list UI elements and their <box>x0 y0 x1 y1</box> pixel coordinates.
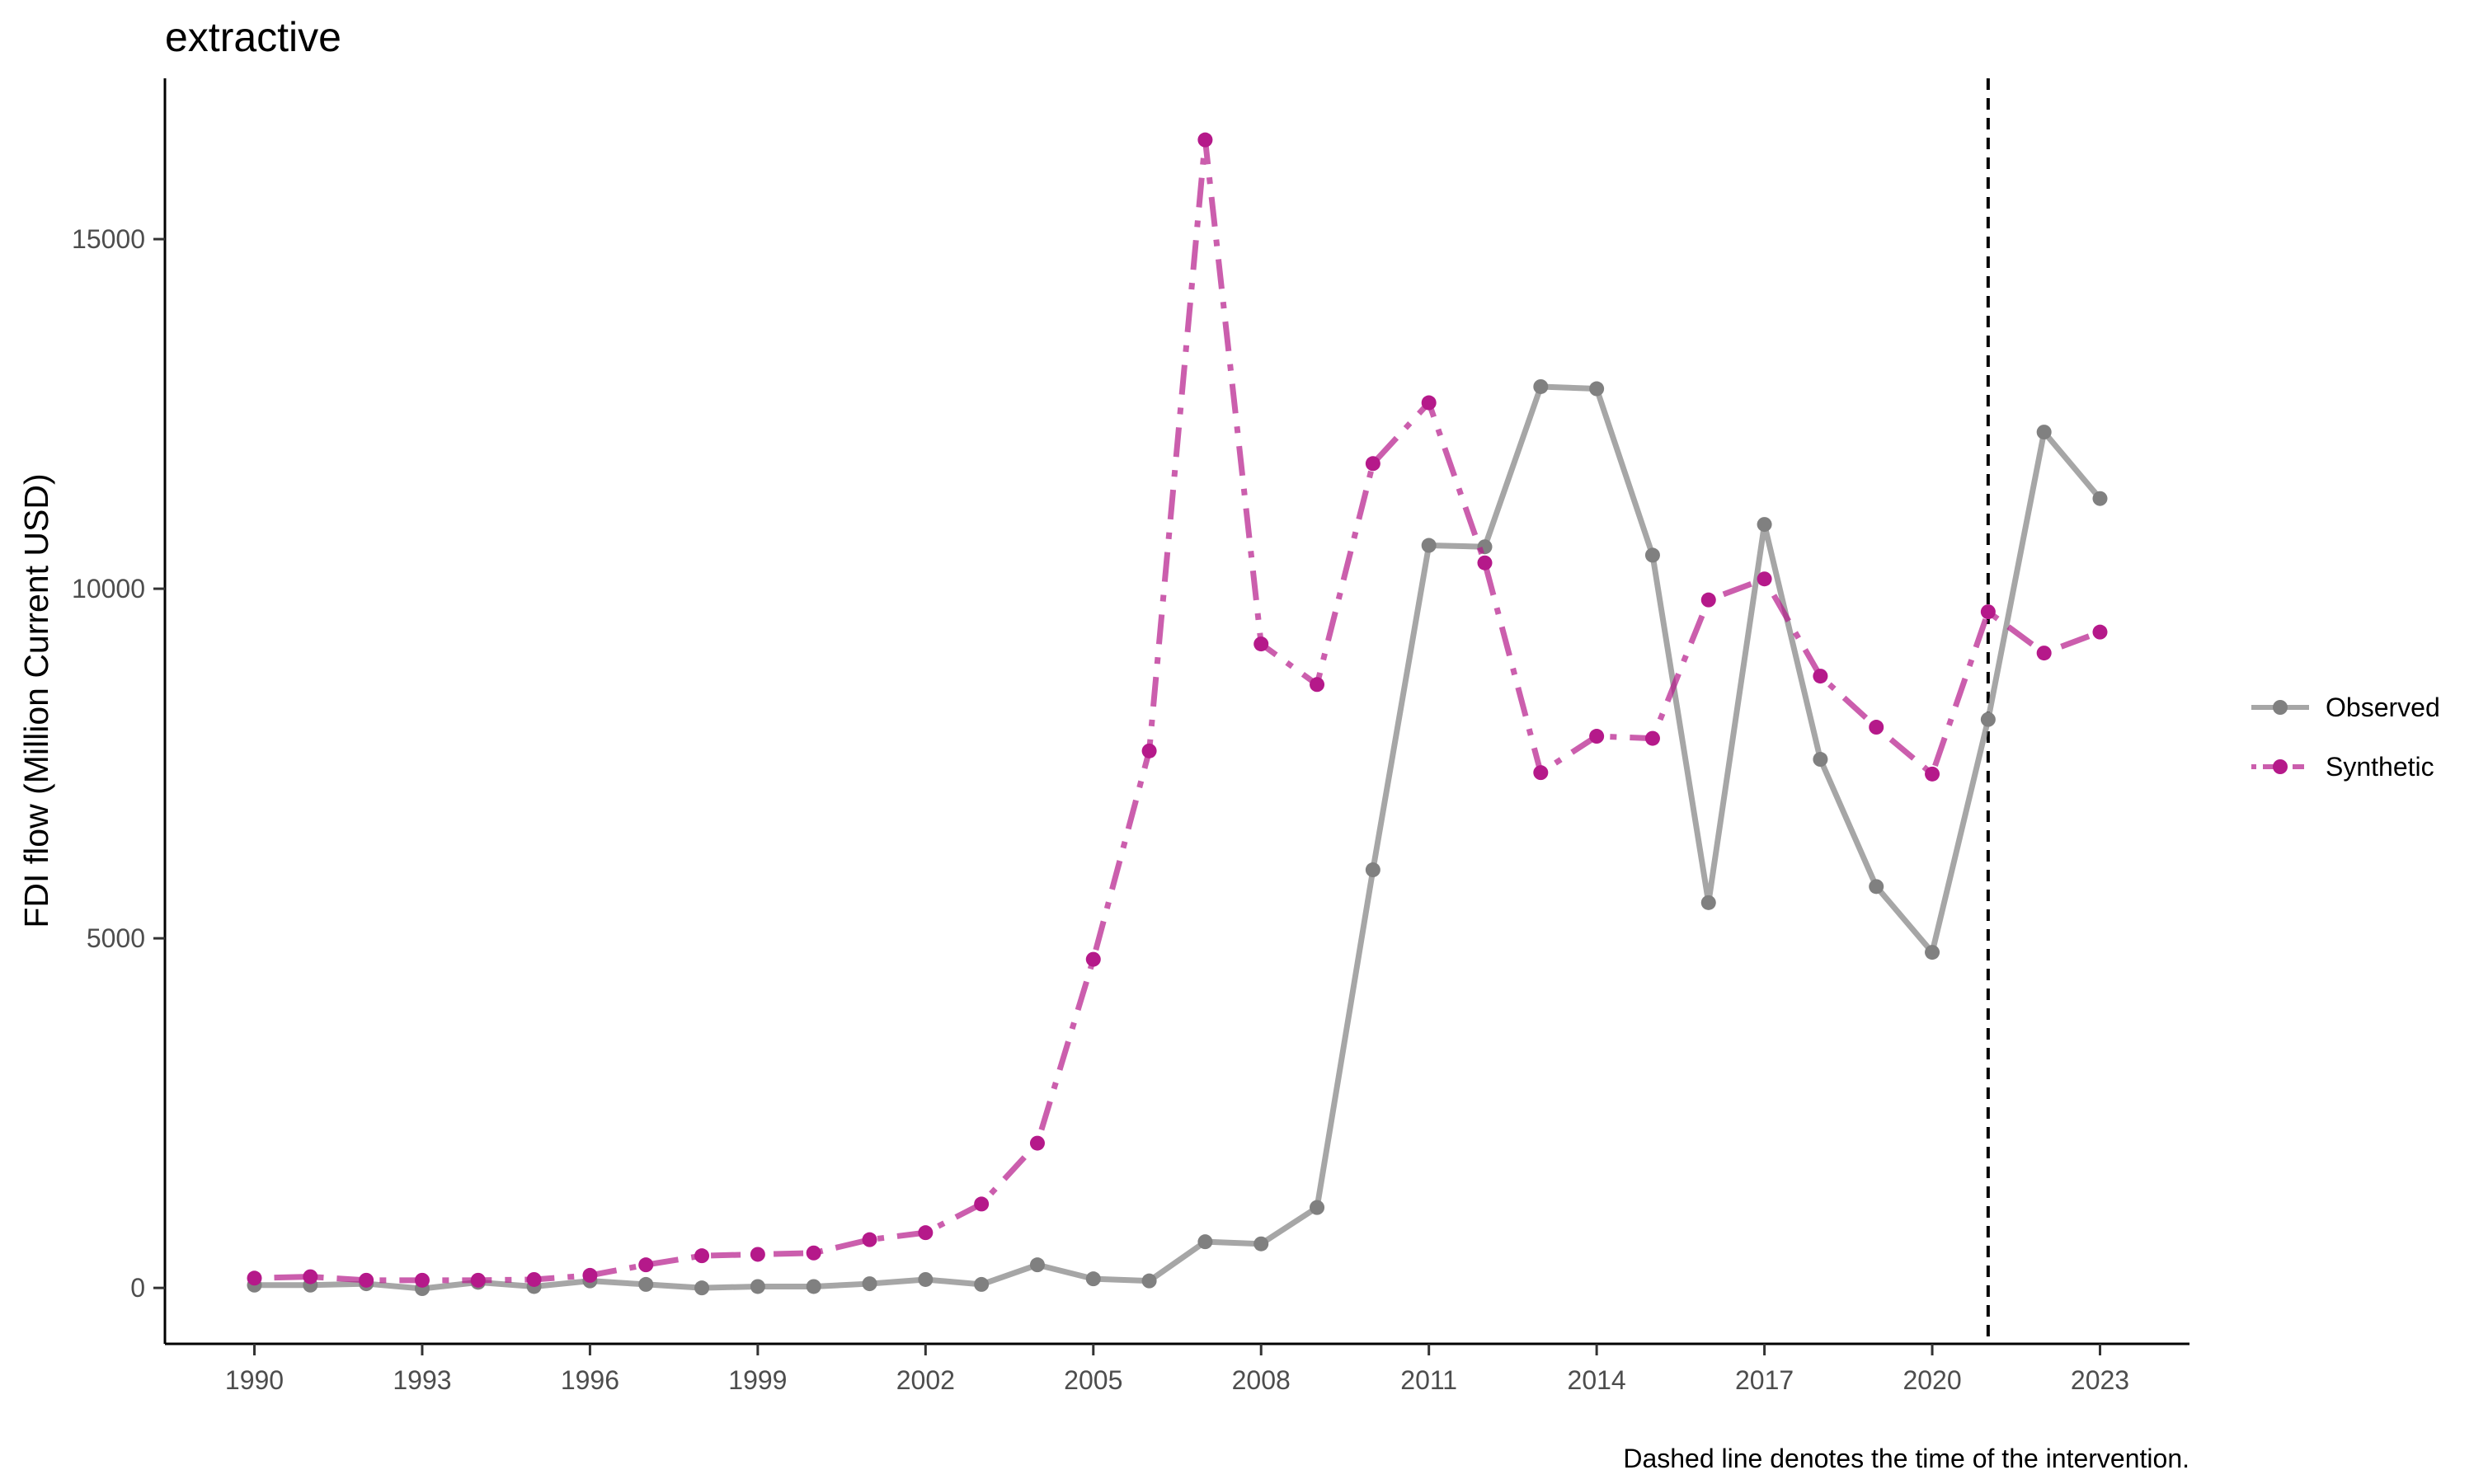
series-line-synthetic <box>254 137 2101 1284</box>
x-tick-label: 2020 <box>1903 1365 1961 1395</box>
data-point-synthetic <box>582 1267 598 1283</box>
data-point-synthetic <box>526 1271 542 1287</box>
data-point-synthetic <box>1700 592 1716 608</box>
data-point-observed <box>1253 1236 1269 1252</box>
chart-caption: Dashed line denotes the time of the inte… <box>1623 1444 2189 1473</box>
data-point-synthetic <box>1757 571 1772 587</box>
y-axis: 0 5000 10000 15000 <box>72 78 167 1344</box>
data-point-observed <box>1365 862 1380 878</box>
data-point-observed <box>1813 752 1828 768</box>
data-point-observed <box>1980 711 1996 727</box>
data-point-synthetic <box>359 1272 374 1288</box>
data-point-observed <box>806 1279 821 1294</box>
x-tick-label: 2014 <box>1568 1365 1626 1395</box>
y-axis-label: FDI flow (Million Current USD) <box>17 473 55 928</box>
chart-title: extractive <box>165 14 341 60</box>
x-tick-label: 2002 <box>896 1365 955 1395</box>
x-tick-label: 2023 <box>2071 1365 2129 1395</box>
data-point-synthetic <box>1980 604 1996 620</box>
y-tick-label: 0 <box>130 1273 145 1303</box>
data-point-observed <box>1029 1257 1045 1273</box>
data-point-synthetic <box>303 1269 318 1284</box>
data-point-observed <box>1869 879 1884 895</box>
data-point-observed <box>862 1276 877 1292</box>
data-point-synthetic <box>1421 395 1437 411</box>
data-point-synthetic <box>750 1247 765 1262</box>
data-point-synthetic <box>806 1245 821 1261</box>
data-point-synthetic <box>1477 555 1493 571</box>
data-point-synthetic <box>470 1272 486 1288</box>
data-point-synthetic <box>1197 132 1213 148</box>
data-point-synthetic <box>2092 624 2108 640</box>
data-point-synthetic <box>1589 729 1605 744</box>
x-tick-label: 1996 <box>561 1365 619 1395</box>
data-point-synthetic <box>247 1270 262 1286</box>
data-point-observed <box>1310 1200 1325 1215</box>
data-point-synthetic <box>414 1272 430 1288</box>
data-point-synthetic <box>918 1225 934 1241</box>
x-tick-label: 2005 <box>1064 1365 1122 1395</box>
series-synthetic <box>247 132 2108 1288</box>
y-tick-label: 10000 <box>72 574 145 603</box>
data-point-synthetic <box>638 1257 654 1273</box>
data-point-observed <box>1589 381 1605 397</box>
legend-label: Synthetic <box>2326 752 2434 782</box>
legend-item-observed: Observed <box>2251 693 2440 722</box>
x-tick-label: 1999 <box>728 1365 787 1395</box>
data-point-observed <box>1197 1234 1213 1250</box>
data-point-observed <box>1141 1273 1157 1289</box>
data-point-synthetic <box>694 1248 710 1264</box>
data-point-observed <box>2092 491 2108 506</box>
legend: Observed Synthetic <box>2251 693 2440 782</box>
data-point-synthetic <box>974 1196 990 1212</box>
x-tick-label: 1993 <box>393 1365 451 1395</box>
data-point-observed <box>1085 1271 1101 1287</box>
data-point-observed <box>918 1271 934 1287</box>
data-point-observed <box>694 1280 710 1296</box>
data-point-observed <box>2036 425 2052 440</box>
data-point-synthetic <box>1869 720 1884 735</box>
data-point-observed <box>974 1276 990 1292</box>
data-point-synthetic <box>1310 677 1325 693</box>
data-point-observed <box>1700 895 1716 910</box>
data-point-synthetic <box>862 1232 877 1247</box>
series-observed <box>247 378 2108 1297</box>
x-tick-label: 2011 <box>1400 1365 1457 1395</box>
y-tick-label: 5000 <box>87 923 145 953</box>
data-point-observed <box>750 1279 765 1294</box>
legend-key-marker <box>2273 759 2288 774</box>
data-point-synthetic <box>1813 669 1828 684</box>
plot-area <box>247 78 2108 1344</box>
x-tick-label: 1990 <box>225 1365 284 1395</box>
data-point-synthetic <box>1253 636 1269 652</box>
data-point-observed <box>1757 517 1772 533</box>
data-point-observed <box>1925 945 1940 960</box>
legend-key-marker <box>2273 700 2288 715</box>
data-point-synthetic <box>1029 1135 1045 1151</box>
data-point-synthetic <box>1644 730 1660 746</box>
data-point-synthetic <box>1365 456 1380 472</box>
data-point-observed <box>638 1276 654 1292</box>
x-tick-label: 2017 <box>1735 1365 1794 1395</box>
data-point-synthetic <box>1141 743 1157 758</box>
series-line-observed <box>252 383 2103 1292</box>
data-point-synthetic <box>1533 765 1549 781</box>
x-tick-label: 2008 <box>1232 1365 1291 1395</box>
legend-label: Observed <box>2326 693 2440 722</box>
data-point-synthetic <box>1085 951 1101 967</box>
data-point-observed <box>1533 378 1549 394</box>
data-point-observed <box>1421 538 1437 553</box>
x-axis: 1990 1993 1996 1999 2002 2005 2008 2011 2014 2017… <box>165 1342 2189 1395</box>
data-point-synthetic <box>1925 766 1940 782</box>
data-point-observed <box>1644 547 1660 563</box>
legend-item-synthetic: Synthetic <box>2251 752 2434 782</box>
data-point-synthetic <box>2036 646 2052 661</box>
y-tick-label: 15000 <box>72 224 145 254</box>
